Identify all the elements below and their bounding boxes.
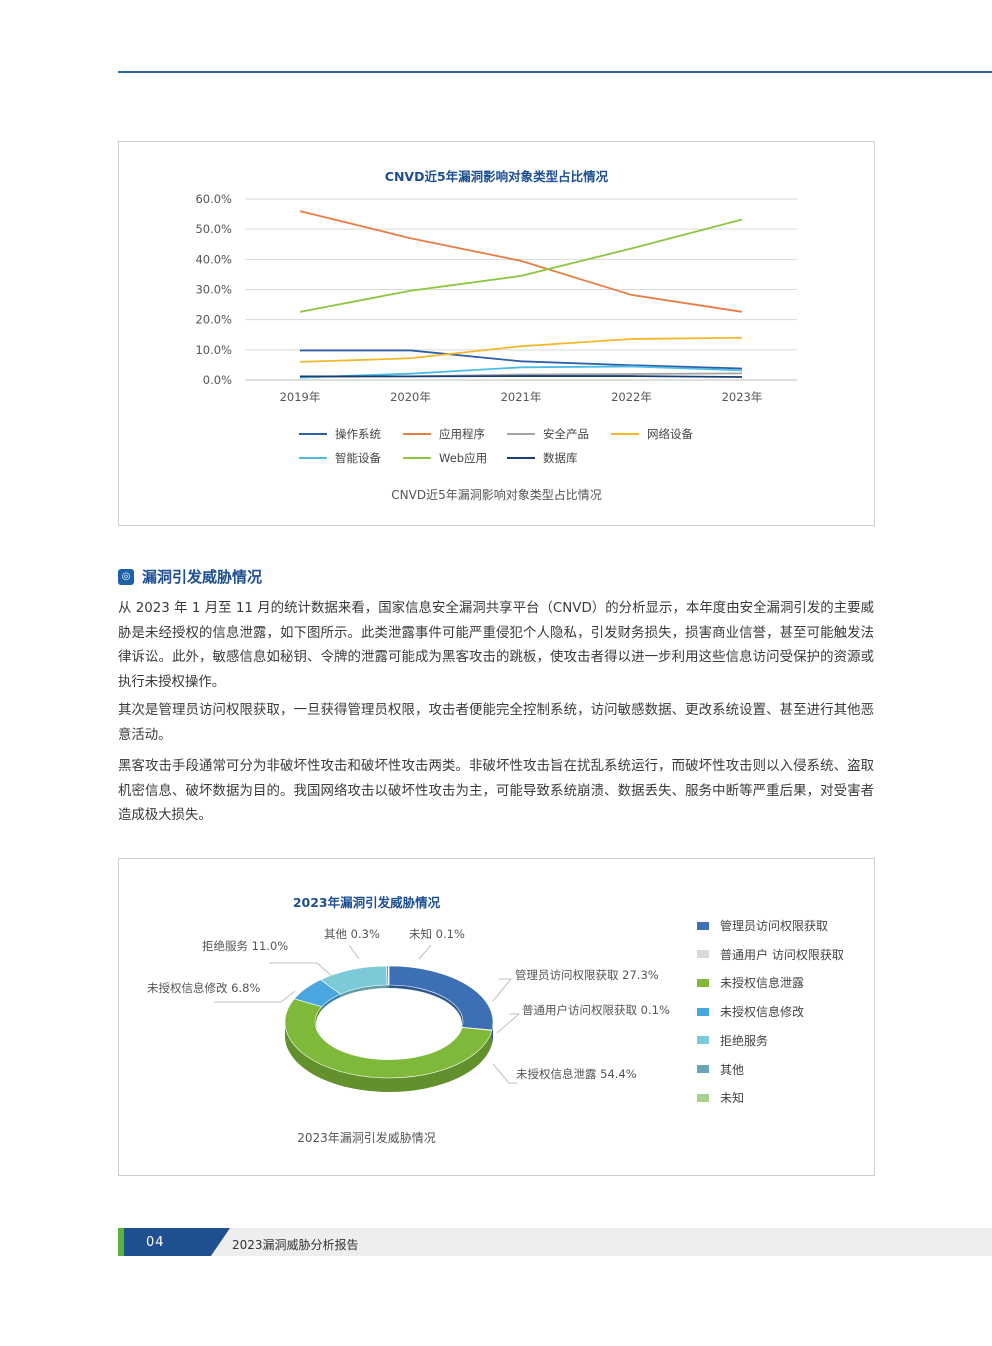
legend-item: 操作系统 [299, 426, 381, 442]
legend-item: 拒绝服务 [697, 1032, 768, 1049]
legend-swatch [507, 457, 535, 459]
slice-label: 其他 0.3% [324, 927, 380, 941]
leader-line [214, 990, 296, 1003]
slice-label: 未知 0.1% [409, 927, 465, 941]
series-line [299, 365, 743, 379]
legend-swatch [697, 950, 709, 959]
slice-label: 普通用户访问权限获取 0.1% [522, 1003, 670, 1017]
line-chart: 60.0% 50.0% 40.0% 30.0% 20.0% 10.0% 0.0% 2019年 2… [195, 192, 797, 404]
footer-accent [118, 1228, 124, 1256]
x-tick-label: 2023年 [722, 390, 763, 404]
donut-hole [316, 988, 462, 1060]
header-rule [118, 71, 992, 73]
paragraph-1: 从 2023 年 1 月至 11 月的统计数据来看，国家信息安全漏洞共享平台（C… [118, 601, 874, 690]
slice-label: 拒绝服务 11.0% [202, 939, 289, 953]
paragraph-2: 其次是管理员访问权限获取，一旦获得管理员权限，攻击者便能完全控制系统，访问敏感数… [118, 703, 874, 743]
footer-report-title: 2023漏洞威胁分析报告 [232, 1238, 359, 1252]
legend-swatch [697, 978, 709, 987]
leader-line [492, 1063, 517, 1084]
series-line [299, 210, 743, 313]
legend-item: Web应用 [403, 450, 487, 466]
legend-item: 数据库 [507, 450, 578, 466]
section-badge-icon: ◎ [118, 568, 134, 585]
legend-item: 普通用户 访问权限获取 [697, 946, 844, 963]
legend-label: 未授权信息泄露 [720, 976, 805, 991]
legend-item: 未授权信息泄露 [697, 974, 804, 991]
legend-label: 管理员访问权限获取 [720, 919, 829, 933]
legend-label: 操作系统 [335, 427, 381, 441]
legend-label: 应用程序 [439, 427, 485, 441]
legend-label: 拒绝服务 [720, 1033, 769, 1048]
section-title: 漏洞引发威胁情况 [142, 568, 263, 586]
donut-chart [214, 944, 521, 1092]
x-tick-label: 2022年 [611, 390, 652, 404]
legend-item: 其他 [697, 1061, 744, 1078]
legend-swatch [403, 433, 431, 435]
legend-item: 智能设备 [299, 450, 381, 466]
leader-line [269, 962, 334, 978]
x-tick-label: 2019年 [280, 390, 321, 404]
legend-label: 智能设备 [335, 451, 381, 465]
legend-label: 安全产品 [543, 427, 589, 441]
leader-line [348, 944, 360, 960]
legend-swatch [611, 433, 639, 435]
section-heading: ◎ 漏洞引发威胁情况 [118, 566, 262, 587]
figure-caption: 2023年漏洞引发威胁情况 [297, 1131, 436, 1145]
page-number: 04 [146, 1235, 165, 1250]
y-tick-label: 10.0% [195, 343, 232, 357]
legend-item: 应用程序 [403, 426, 485, 442]
y-tick-label: 0.0% [203, 373, 232, 387]
y-tick-label: 50.0% [195, 222, 232, 236]
leader-line [492, 978, 513, 1002]
series-line [300, 349, 743, 370]
x-tick-label: 2020年 [390, 390, 431, 404]
legend-swatch [697, 1007, 709, 1016]
legend-swatch [299, 433, 327, 435]
legend-label: 未授权信息修改 [720, 1005, 805, 1020]
legend-swatch [697, 1036, 709, 1045]
legend-swatch [697, 921, 709, 930]
legend-label: 其他 [720, 1062, 745, 1077]
series-line [299, 336, 743, 363]
footer-band [118, 1228, 992, 1256]
slice-label: 管理员访问权限获取 27.3% [515, 968, 659, 982]
legend-label: 网络设备 [647, 427, 693, 441]
figure-caption: CNVD近5年漏洞影响对象类型占比情况 [391, 488, 602, 502]
legend-swatch [697, 1093, 709, 1102]
legend-item: 网络设备 [611, 426, 693, 442]
chart-title: 2023年漏洞引发威胁情况 [292, 895, 441, 910]
leader-line [496, 1013, 521, 1034]
y-tick-label: 30.0% [195, 283, 232, 297]
legend-item: 安全产品 [507, 426, 589, 442]
legend-swatch [507, 433, 535, 435]
line-chart-figure: CNVD近5年漏洞影响对象类型占比情况 60.0% 50.0% 40.0% 30.0%… [118, 141, 875, 526]
paragraph-3: 黑客攻击手段通常可分为非破坏性攻击和破坏性攻击两类。非破坏性攻击旨在扰乱系统运行… [118, 759, 874, 823]
y-tick-label: 20.0% [195, 313, 232, 327]
footer-page-tab [124, 1228, 230, 1256]
legend-swatch [299, 457, 327, 459]
legend-item: 未授权信息修改 [697, 1003, 804, 1020]
leader-line [418, 944, 432, 960]
donut-slice [388, 965, 390, 986]
slice-label: 未授权信息修改 6.8% [147, 981, 261, 995]
y-tick-label: 60.0% [195, 192, 232, 206]
series-line [300, 375, 743, 378]
series-line [299, 218, 743, 313]
donut-chart-figure: 2023年漏洞引发威胁情况 拒绝服务 11.0% 其他 0.3% 未知 0.1%… [118, 858, 875, 1176]
legend-label: Web应用 [439, 451, 488, 465]
legend-label: 普通用户 访问权限获取 [720, 947, 844, 962]
x-tick-label: 2021年 [501, 390, 542, 404]
legend-item: 管理员访问权限获取 [697, 917, 828, 934]
y-tick-label: 40.0% [195, 252, 232, 266]
legend-item: 未知 [697, 1089, 744, 1106]
legend-swatch [403, 457, 431, 459]
slice-label: 未授权信息泄露 54.4% [516, 1067, 637, 1081]
legend-label: 未知 [720, 1091, 745, 1106]
legend-swatch [697, 1065, 709, 1073]
chart-title: CNVD近5年漏洞影响对象类型占比情况 [384, 169, 609, 184]
legend-label: 数据库 [543, 451, 578, 465]
